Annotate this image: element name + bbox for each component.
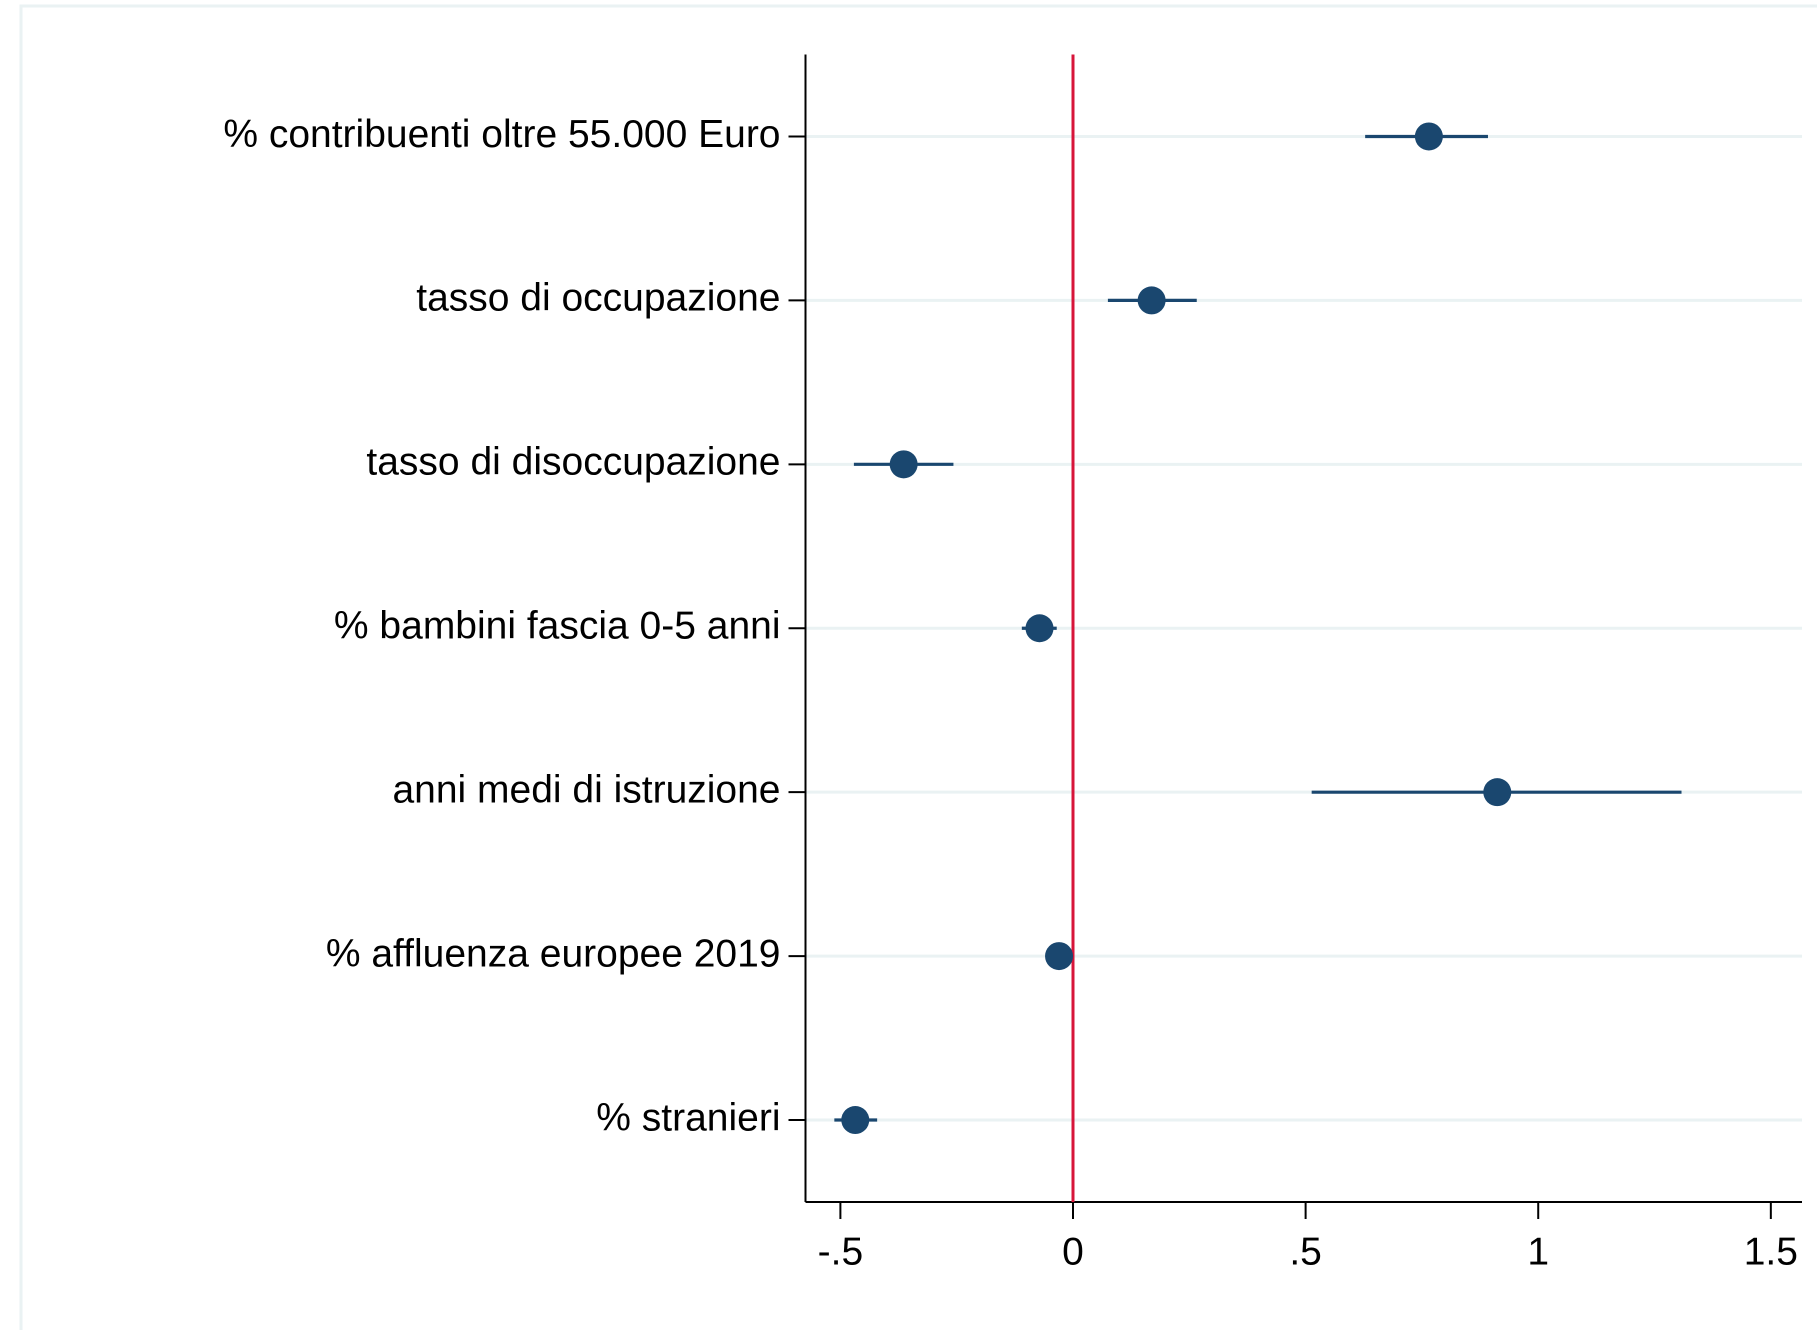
coefficient-point [889,450,918,479]
x-tick-label: .5 [1289,1230,1322,1273]
y-tick-label: tasso di occupazione [416,277,780,320]
x-tick-label: 1 [1527,1230,1549,1273]
coefficient-point [841,1106,870,1135]
y-tick-label: % contribuenti oltre 55.000 Euro [223,113,780,156]
x-tick-label: -.5 [818,1230,864,1273]
y-tick-label: % affluenza europee 2019 [326,932,781,975]
coefficient-point [1483,778,1512,807]
outer-frame [19,4,1817,1330]
y-tick-label: anni medi di istruzione [392,768,780,811]
y-tick-label: % bambini fascia 0-5 anni [334,605,781,648]
coefficient-point [1045,942,1074,971]
plot-area: % contribuenti oltre 55.000 Euro tasso di… [223,54,1802,1273]
y-tick-label: tasso di disoccupazione [366,441,780,484]
coefficient-point [1025,614,1054,643]
coefficient-point [1414,122,1443,151]
x-tick-label: 1.5 [1744,1230,1798,1273]
y-tick-label: % stranieri [596,1096,780,1139]
coefficient-point [1137,286,1166,315]
x-tick-label: 0 [1062,1230,1084,1273]
